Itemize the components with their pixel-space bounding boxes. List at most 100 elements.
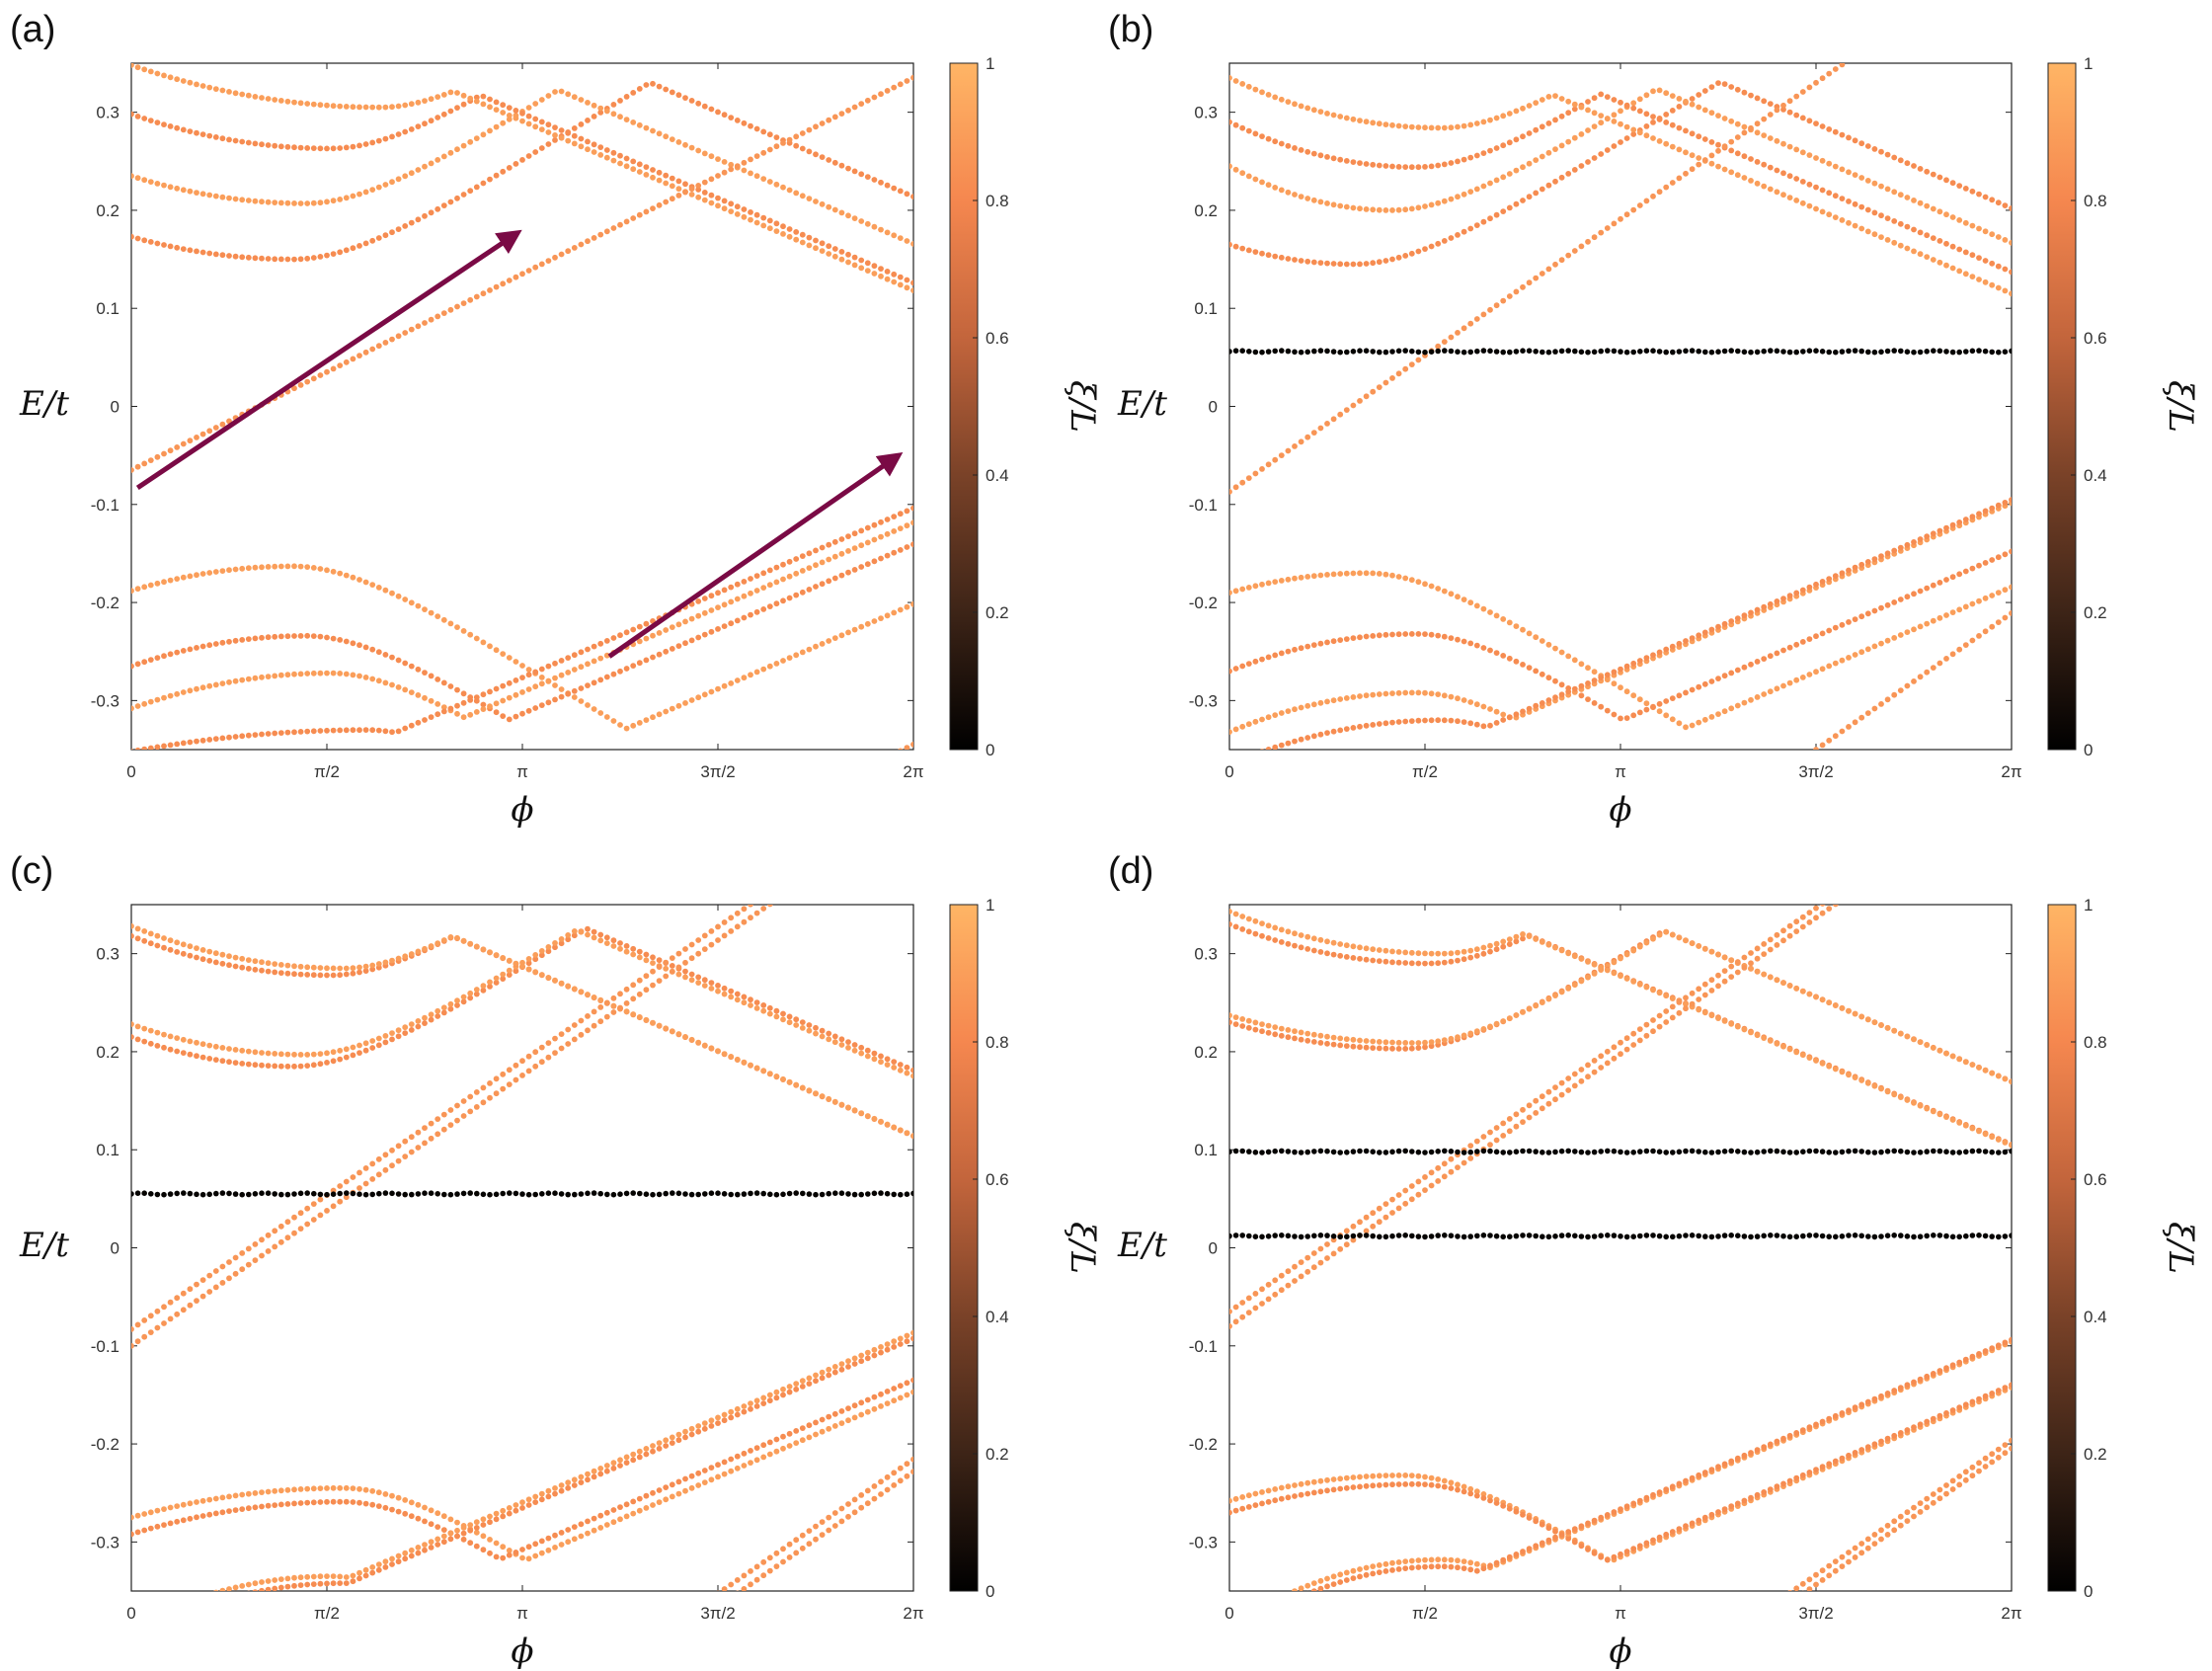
- data-point: [434, 1510, 440, 1516]
- data-point: [670, 1494, 675, 1500]
- data-point: [1670, 644, 1676, 650]
- data-point: [1337, 1579, 1343, 1585]
- data-point: [441, 1527, 447, 1533]
- data-point: [565, 691, 571, 697]
- data-point: [188, 647, 194, 653]
- data-point: [1833, 164, 1839, 170]
- data-point: [637, 992, 643, 997]
- data-point: [409, 1548, 415, 1553]
- data-point: [1905, 683, 1911, 689]
- data-point: [454, 997, 460, 1003]
- data-point: [148, 1526, 154, 1532]
- data-point: [1793, 918, 1799, 924]
- data-point: [1800, 756, 1806, 761]
- data-point: [865, 1488, 871, 1494]
- data-point: [1722, 955, 1728, 961]
- data-point: [1612, 119, 1618, 124]
- data-point: [344, 104, 350, 110]
- x-axis-label: ϕ: [511, 790, 533, 830]
- data-point: [800, 1425, 806, 1431]
- data-point: [1442, 692, 1448, 698]
- data-point: [559, 1046, 565, 1052]
- data-point: [1663, 141, 1669, 147]
- data-point: [1416, 350, 1422, 356]
- data-point: [141, 1026, 147, 1032]
- data-point: [200, 1603, 206, 1609]
- data-point: [1683, 349, 1689, 355]
- data-point: [617, 114, 623, 119]
- data-point: [128, 664, 134, 670]
- data-point: [1500, 717, 1506, 723]
- data-point: [872, 1353, 878, 1359]
- data-point: [1905, 629, 1911, 635]
- data-point: [233, 1585, 239, 1591]
- data-point: [1905, 542, 1911, 548]
- data-point: [253, 1490, 259, 1496]
- data-point: [1891, 348, 1897, 354]
- data-point: [1546, 942, 1552, 948]
- data-point: [1657, 1535, 1663, 1541]
- data-point: [128, 1326, 134, 1332]
- data-point: [858, 1045, 864, 1051]
- data-point: [1755, 96, 1761, 102]
- data-point: [331, 728, 337, 734]
- data-point: [1422, 690, 1428, 696]
- data-point: [416, 1191, 422, 1197]
- data-point: [813, 199, 819, 204]
- data-point: [331, 569, 337, 575]
- data-point: [1318, 641, 1324, 647]
- data-point: [1572, 167, 1578, 173]
- data-point: [800, 1533, 806, 1539]
- data-point: [572, 1022, 578, 1028]
- data-point: [728, 200, 734, 206]
- data-point: [194, 1282, 199, 1288]
- data-point: [1514, 1509, 1520, 1515]
- data-point: [1442, 960, 1448, 966]
- data-point: [337, 104, 343, 110]
- data-point: [1299, 932, 1304, 938]
- data-point: [839, 551, 845, 557]
- data-point: [487, 1537, 493, 1543]
- data-point: [1800, 349, 1806, 355]
- data-point: [1742, 90, 1748, 96]
- data-point: [702, 1426, 708, 1432]
- data-point: [546, 141, 552, 147]
- data-point: [1872, 1019, 1878, 1025]
- data-point: [1612, 970, 1618, 976]
- data-point: [905, 238, 910, 244]
- data-point: [579, 143, 585, 149]
- data-point: [1728, 964, 1734, 970]
- data-point: [1533, 1518, 1539, 1524]
- data-point: [1324, 421, 1330, 427]
- data-point: [1514, 1552, 1520, 1557]
- data-point: [318, 566, 324, 572]
- data-point: [481, 706, 487, 712]
- data-point: [1905, 246, 1911, 252]
- data-point: [2003, 288, 2009, 294]
- data-point: [754, 999, 760, 1005]
- data-point: [331, 1049, 337, 1055]
- data-point: [441, 112, 447, 118]
- data-point: [793, 1381, 799, 1387]
- data-point: [617, 632, 623, 638]
- data-point: [213, 641, 219, 647]
- data-point: [910, 601, 916, 607]
- data-point: [597, 937, 603, 943]
- data-point: [865, 174, 871, 180]
- data-point: [1514, 289, 1520, 295]
- data-point: [383, 960, 389, 966]
- data-point: [1286, 1483, 1292, 1489]
- data-point: [2009, 1337, 2014, 1343]
- data-point: [1853, 348, 1858, 354]
- data-point: [604, 228, 610, 234]
- data-point: [259, 635, 265, 641]
- data-point: [670, 963, 675, 969]
- data-point: [1409, 960, 1415, 966]
- data-point: [552, 124, 558, 130]
- data-point: [1467, 1566, 1473, 1572]
- data-point: [1853, 616, 1858, 622]
- data-point: [1768, 187, 1774, 193]
- data-point: [1637, 1498, 1643, 1504]
- data-point: [181, 941, 187, 947]
- data-point: [898, 235, 904, 241]
